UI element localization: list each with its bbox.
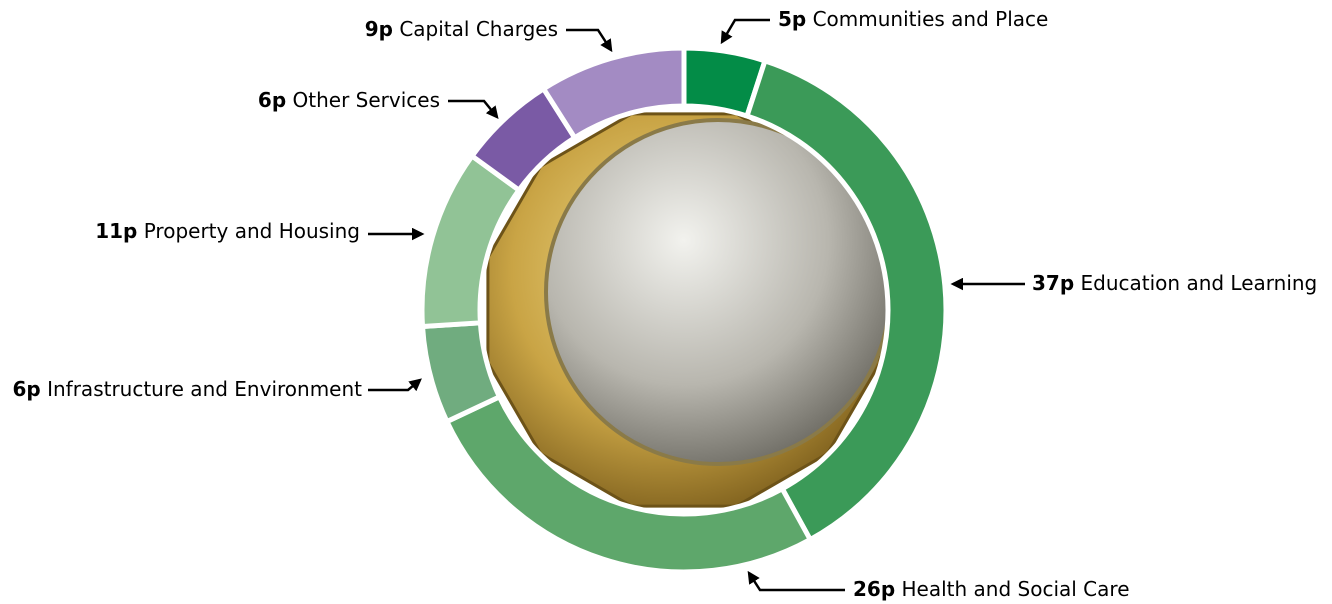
segment-label: 5p Communities and Place <box>778 7 1048 31</box>
category-label: Health and Social Care <box>902 577 1130 601</box>
chart: 5p Communities and Place 37p Education an… <box>0 0 1332 604</box>
segment-label: 37p Education and Learning <box>1032 271 1317 295</box>
category-label: Communities and Place <box>813 7 1049 31</box>
arrow <box>448 101 497 117</box>
value-label: 6p <box>13 377 41 401</box>
arrow <box>722 20 770 42</box>
value-label: 9p <box>365 17 393 41</box>
category-label: Other Services <box>293 88 440 112</box>
category-label: Infrastructure and Environment <box>47 377 362 401</box>
category-label: Education and Learning <box>1081 271 1318 295</box>
value-label: 26p <box>853 577 895 601</box>
coin <box>488 114 890 506</box>
segment-label: 11p Property and Housing <box>95 219 360 243</box>
arrow <box>368 380 420 390</box>
value-label: 5p <box>778 7 806 31</box>
segment-label: 6p Other Services <box>258 88 440 112</box>
segment-label: 9p Capital Charges <box>365 17 558 41</box>
segment-label: 26p Health and Social Care <box>853 577 1130 601</box>
value-label: 11p <box>95 219 137 243</box>
value-label: 37p <box>1032 271 1074 295</box>
value-label: 6p <box>258 88 286 112</box>
arrow <box>566 30 611 50</box>
category-label: Capital Charges <box>399 17 558 41</box>
arrow <box>749 573 845 590</box>
category-label: Property and Housing <box>144 219 360 243</box>
segment-label: 6p Infrastructure and Environment <box>13 377 363 401</box>
